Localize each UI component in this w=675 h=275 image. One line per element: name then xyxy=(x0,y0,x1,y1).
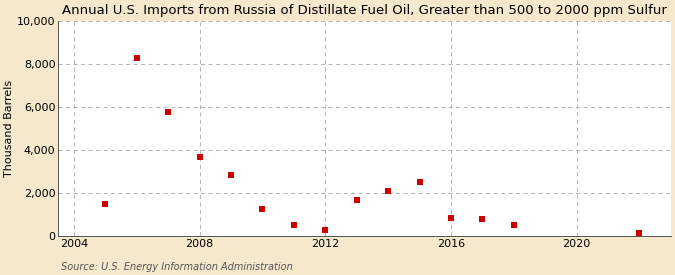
Point xyxy=(414,180,425,185)
Point xyxy=(477,217,488,221)
Point xyxy=(163,110,173,115)
Point xyxy=(383,189,394,193)
Point xyxy=(225,173,236,177)
Point xyxy=(508,223,519,227)
Point xyxy=(257,207,268,211)
Point xyxy=(288,223,299,227)
Point xyxy=(100,202,111,206)
Point xyxy=(194,154,205,159)
Point xyxy=(351,197,362,202)
Point xyxy=(634,231,645,236)
Title: Annual U.S. Imports from Russia of Distillate Fuel Oil, Greater than 500 to 2000: Annual U.S. Imports from Russia of Disti… xyxy=(62,4,667,17)
Text: Source: U.S. Energy Information Administration: Source: U.S. Energy Information Administ… xyxy=(61,262,292,272)
Y-axis label: Thousand Barrels: Thousand Barrels xyxy=(4,80,14,177)
Point xyxy=(320,227,331,232)
Point xyxy=(446,216,456,220)
Point xyxy=(132,56,142,60)
Point xyxy=(37,176,48,180)
